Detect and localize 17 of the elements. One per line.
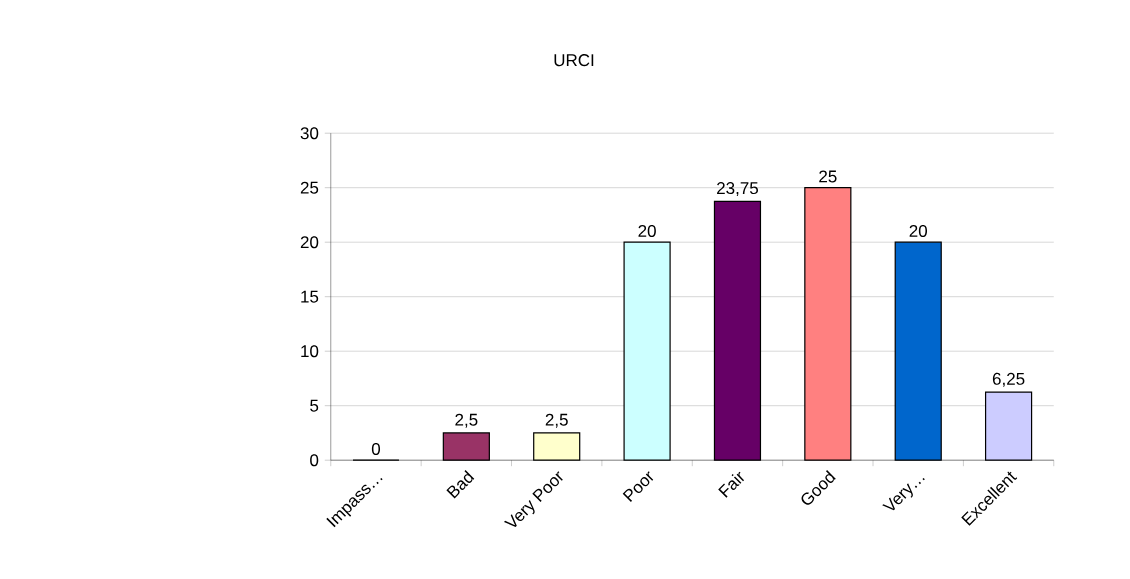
y-tick-label: 5 <box>310 399 319 412</box>
y-tick-label: 10 <box>301 345 319 358</box>
x-tick-label: Fair <box>718 471 745 498</box>
data-label: 2,5 <box>455 413 478 428</box>
data-label: 25 <box>819 170 837 183</box>
y-tick-label: 25 <box>300 181 319 194</box>
data-label: 20 <box>909 224 928 237</box>
y-tick-label: 0 <box>310 454 319 467</box>
data-label: 2,5 <box>545 413 568 428</box>
y-tick-label: 30 <box>300 127 319 140</box>
data-label: 0 <box>371 442 381 455</box>
y-tick-label: 15 <box>301 290 319 303</box>
data-label: 23,75 <box>717 182 759 197</box>
y-tick-label: 20 <box>300 236 319 249</box>
chart-title: URCI <box>554 54 594 67</box>
data-label: 6,25 <box>992 372 1025 387</box>
data-label: 20 <box>638 224 656 237</box>
